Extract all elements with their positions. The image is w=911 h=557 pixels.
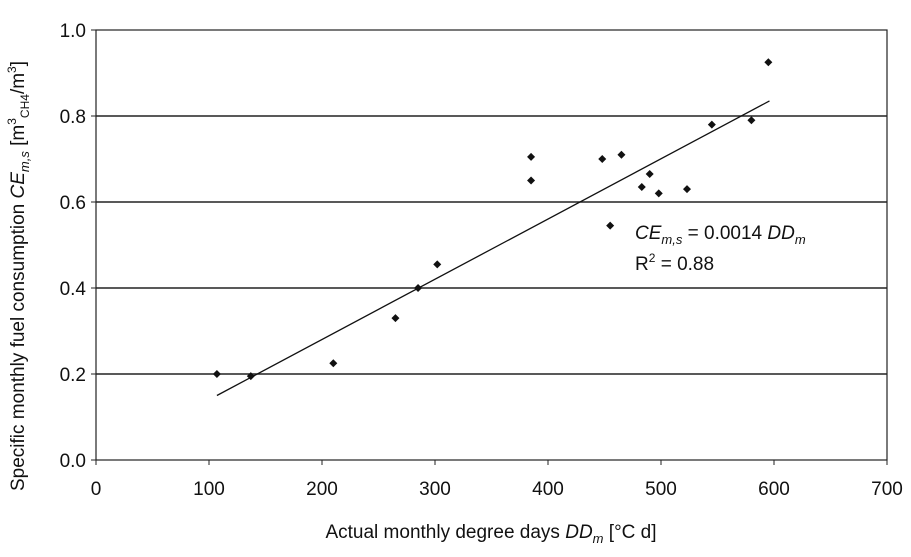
data-point-2 (329, 359, 338, 368)
data-point-16 (747, 116, 756, 125)
x-tick-label-0: 0 (91, 479, 102, 500)
data-point-4 (414, 284, 423, 292)
y-tick-label-2: 0.4 (60, 279, 87, 300)
data-point-14 (682, 185, 691, 194)
x-tick-labels: 0 100 200 300 400 500 600 700 (91, 460, 903, 500)
y-axis-title: Specific monthly fuel consumption CEm,s … (5, 61, 32, 491)
x-tick-label-4: 400 (532, 479, 564, 500)
x-tick-label-3: 300 (419, 479, 451, 500)
y-tick-label-5: 1.0 (60, 21, 86, 42)
data-point-7 (527, 176, 536, 185)
y-tick-labels: 0.0 0.2 0.4 0.6 0.8 1.0 (60, 21, 96, 472)
y-tick-label-0: 0.0 (60, 451, 86, 472)
data-point-6 (527, 152, 536, 161)
data-point-17 (764, 58, 773, 67)
x-tick-label-1: 100 (193, 479, 225, 500)
y-tick-label-1: 0.2 (60, 365, 86, 386)
x-axis-title: Actual monthly degree days DDm [°C d] (325, 522, 656, 546)
data-points (212, 58, 773, 381)
data-point-11 (637, 182, 646, 191)
r-squared: R2 = 0.88 (635, 251, 714, 275)
data-point-8 (598, 155, 607, 163)
trendline-group (216, 100, 770, 397)
trendline (216, 100, 770, 397)
data-point-10 (617, 150, 626, 159)
data-point-13 (654, 189, 663, 198)
regression-equation: CEm,s = 0.0014 DDm (635, 223, 806, 247)
y-tick-label-3: 0.6 (60, 193, 86, 214)
data-point-12 (645, 170, 654, 179)
x-tick-label-5: 500 (645, 479, 677, 500)
data-point-1 (246, 372, 255, 381)
plot-area (95, 29, 888, 461)
data-point-5 (433, 260, 442, 269)
x-tick-label-7: 700 (871, 479, 903, 500)
data-point-0 (212, 370, 221, 378)
y-tick-label-4: 0.8 (60, 107, 86, 128)
gridlines (96, 115, 887, 375)
x-tick-label-6: 600 (758, 479, 790, 500)
data-point-3 (391, 314, 400, 323)
x-tick-label-2: 200 (306, 479, 338, 500)
data-point-9 (606, 221, 615, 230)
data-point-15 (707, 120, 716, 129)
